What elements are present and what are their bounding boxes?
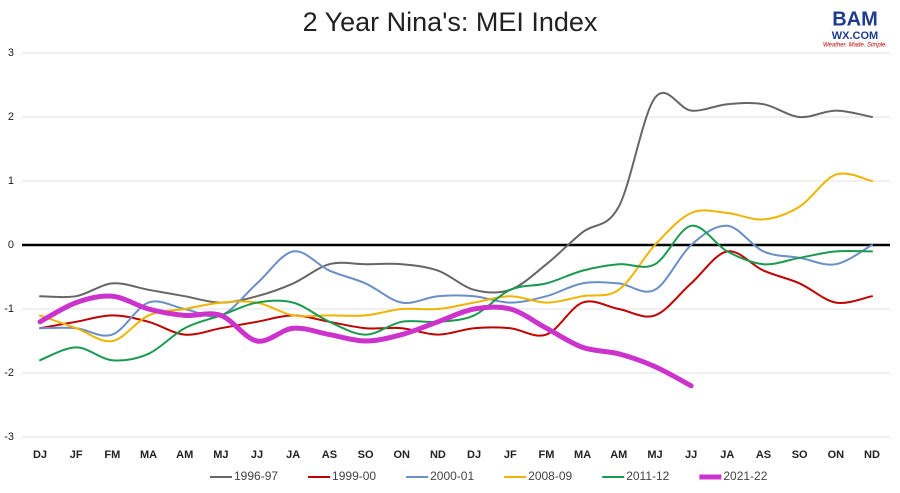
y-tick-label: 3	[8, 47, 14, 59]
series-line	[39, 91, 873, 304]
x-tick-label: SO	[792, 449, 808, 461]
legend-label: 2008-09	[528, 469, 572, 483]
y-tick-label: -1	[4, 303, 14, 315]
x-tick-label: JJ	[685, 449, 697, 461]
legend-label: 2021-22	[723, 469, 767, 483]
logo-site: WX.COM	[832, 30, 878, 42]
x-tick-label: ON	[393, 449, 410, 461]
x-tick-label: MJ	[647, 449, 662, 461]
x-tick-label: AM	[610, 449, 627, 461]
legend-label: 1999-00	[332, 469, 376, 483]
series-line	[39, 224, 873, 362]
chart-title: 2 Year Nina's: MEI Index	[303, 7, 598, 37]
x-tick-label: JA	[720, 449, 734, 461]
series-line	[39, 172, 873, 343]
logo-tagline: Weather. Made. Simple.	[823, 43, 887, 49]
series-line	[39, 250, 873, 337]
x-tick-label: AM	[176, 449, 193, 461]
logo-brand: BAM	[832, 8, 878, 30]
x-tick-label: FM	[538, 449, 554, 461]
series-line	[37, 293, 694, 389]
x-tick-label: JJ	[251, 449, 263, 461]
y-tick-label: 0	[8, 239, 14, 251]
x-tick-label: AS	[322, 449, 337, 461]
legend-label: 1996-97	[234, 469, 278, 483]
x-tick-label: MA	[140, 449, 157, 461]
legend-label: 2000-01	[430, 469, 474, 483]
x-tick-label: SO	[358, 449, 374, 461]
series-line	[39, 224, 873, 337]
x-tick-label: JF	[70, 449, 83, 461]
x-tick-label: DJ	[467, 449, 481, 461]
x-tick-label: MA	[574, 449, 591, 461]
x-tick-label: ND	[864, 449, 880, 461]
x-tick-label: FM	[104, 449, 120, 461]
x-tick-label: DJ	[33, 449, 47, 461]
x-tick-label: JF	[504, 449, 517, 461]
y-tick-label: 1	[8, 175, 14, 187]
x-tick-label: AS	[756, 449, 771, 461]
legend-label: 2011-12	[626, 469, 669, 483]
x-tick-label: ND	[430, 449, 446, 461]
logo: BAM WX.COM Weather. Made. Simple.	[823, 8, 887, 48]
x-tick-label: JA	[286, 449, 300, 461]
x-tick-label: MJ	[213, 449, 228, 461]
y-tick-label: 2	[8, 111, 14, 123]
y-tick-label: -3	[4, 431, 14, 443]
y-tick-label: -2	[4, 367, 14, 379]
x-tick-label: ON	[828, 449, 845, 461]
